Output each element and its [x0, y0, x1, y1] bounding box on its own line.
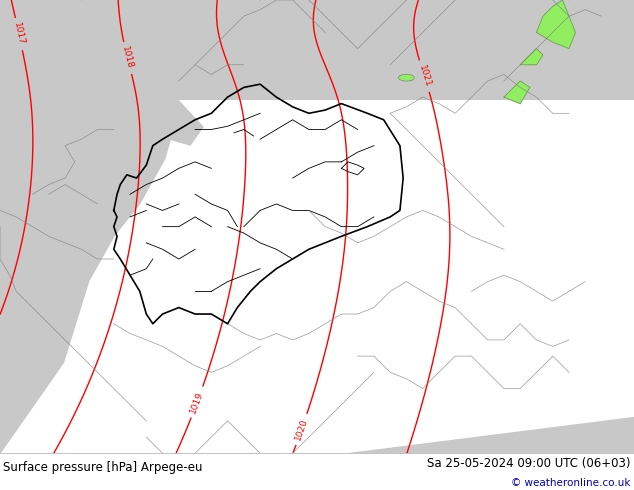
Text: 1017: 1017: [12, 22, 26, 46]
Polygon shape: [504, 81, 530, 103]
Polygon shape: [0, 0, 178, 453]
Text: © weatheronline.co.uk: © weatheronline.co.uk: [512, 478, 631, 489]
Text: 1021: 1021: [417, 64, 432, 88]
Polygon shape: [536, 0, 576, 49]
Text: Sa 25-05-2024 09:00 UTC (06+03): Sa 25-05-2024 09:00 UTC (06+03): [427, 457, 631, 470]
Text: 1019: 1019: [189, 390, 205, 415]
Bar: [0, 0, 634, 99]
Polygon shape: [139, 99, 203, 145]
Ellipse shape: [399, 74, 415, 81]
Text: 1020: 1020: [294, 417, 309, 441]
Polygon shape: [521, 49, 543, 65]
Text: 1018: 1018: [120, 46, 134, 70]
Polygon shape: [349, 417, 634, 453]
Text: Surface pressure [hPa] Arpege-eu: Surface pressure [hPa] Arpege-eu: [3, 461, 203, 474]
